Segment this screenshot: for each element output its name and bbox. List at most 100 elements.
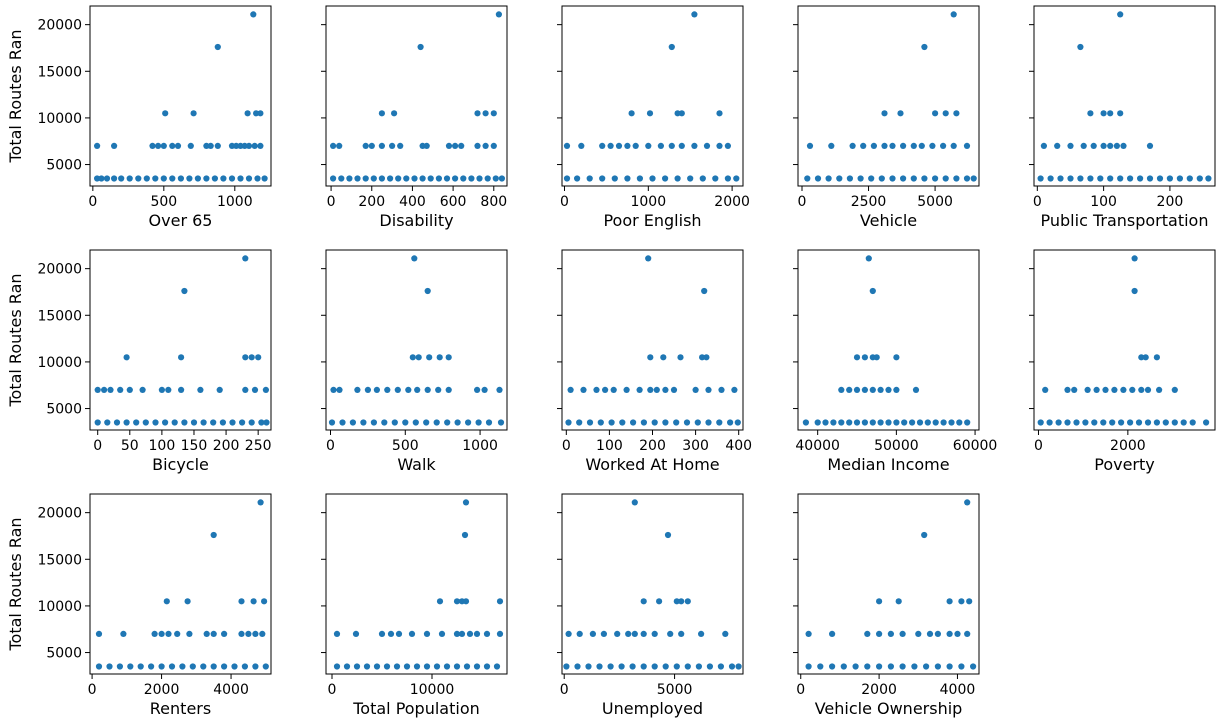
data-point xyxy=(254,175,261,182)
data-point xyxy=(814,175,822,182)
data-point xyxy=(123,354,130,361)
data-point xyxy=(1162,419,1169,426)
data-point xyxy=(239,419,246,426)
data-point xyxy=(1146,142,1154,149)
data-point xyxy=(98,175,105,182)
axes-frame xyxy=(325,249,508,431)
data-point xyxy=(915,630,922,638)
data-point xyxy=(162,110,169,117)
data-point xyxy=(733,175,740,182)
x-tick-label: 1000 xyxy=(630,194,666,210)
data-point xyxy=(178,386,185,393)
data-point xyxy=(640,663,647,670)
x-tick-label: 2500 xyxy=(851,194,887,210)
x-tick-label: 400 xyxy=(725,438,752,454)
data-point xyxy=(964,499,971,506)
data-point xyxy=(248,419,255,426)
data-point xyxy=(942,175,949,182)
data-point xyxy=(152,175,159,182)
data-point xyxy=(1067,175,1074,182)
data-point xyxy=(1166,175,1173,182)
data-point xyxy=(482,142,489,149)
data-point xyxy=(674,175,681,182)
data-point xyxy=(1107,142,1114,149)
data-point xyxy=(120,630,127,638)
data-point xyxy=(174,630,181,638)
data-point xyxy=(228,175,236,182)
y-axis-label: Total Routes Ran xyxy=(6,517,25,651)
x-tick-label: 400 xyxy=(399,194,426,210)
x-axis-label: Poverty xyxy=(1094,455,1155,474)
data-point xyxy=(490,142,497,149)
data-point xyxy=(694,419,701,426)
data-point xyxy=(1071,386,1078,393)
data-point xyxy=(695,663,703,670)
data-point xyxy=(1203,419,1210,426)
data-point xyxy=(1047,175,1054,182)
data-point xyxy=(383,663,391,670)
data-point xyxy=(1117,110,1124,117)
data-point xyxy=(683,419,691,426)
data-point xyxy=(629,663,636,670)
x-tick-label: 250 xyxy=(245,438,272,454)
data-point xyxy=(424,287,431,295)
x-tick-label: 500 xyxy=(150,194,177,210)
data-point xyxy=(692,386,699,393)
subplot-2: 0 200 400 600 800 Disability xyxy=(321,5,508,230)
data-point xyxy=(158,630,165,638)
data-point xyxy=(462,598,470,605)
data-point xyxy=(139,386,146,393)
data-point xyxy=(184,598,191,605)
x-tick-label: 500 xyxy=(392,438,419,454)
data-point xyxy=(475,419,482,426)
data-point xyxy=(343,663,351,670)
data-point xyxy=(126,175,133,182)
data-point xyxy=(934,663,942,670)
data-point xyxy=(830,419,837,426)
data-point xyxy=(485,419,493,426)
data-point xyxy=(252,663,259,670)
data-point xyxy=(474,142,481,149)
data-point xyxy=(200,419,207,426)
data-point xyxy=(221,663,228,670)
data-point xyxy=(861,386,869,393)
data-point xyxy=(631,630,638,638)
data-point xyxy=(1127,175,1134,182)
data-point xyxy=(899,630,906,638)
data-point xyxy=(181,287,188,295)
data-point xyxy=(899,663,906,670)
x-tick-label: 0 xyxy=(1033,194,1042,210)
data-point xyxy=(1064,419,1071,426)
data-point xyxy=(168,663,176,670)
data-point xyxy=(149,142,156,149)
data-point xyxy=(918,142,925,149)
data-point xyxy=(619,419,626,426)
data-point xyxy=(705,386,712,393)
data-point xyxy=(673,419,680,426)
data-point xyxy=(970,663,977,670)
data-point xyxy=(211,175,218,182)
data-point xyxy=(610,386,617,393)
data-point xyxy=(662,175,669,182)
data-point xyxy=(684,663,691,670)
data-point xyxy=(1097,175,1104,182)
axes-frame xyxy=(1033,249,1216,431)
data-point xyxy=(210,531,217,539)
data-point xyxy=(207,142,214,149)
data-point xyxy=(1107,175,1114,182)
data-point xyxy=(656,598,663,605)
data-point xyxy=(210,663,217,670)
data-point xyxy=(668,142,675,149)
data-point xyxy=(662,419,669,426)
data-point xyxy=(563,175,571,182)
data-point xyxy=(142,419,149,426)
data-point xyxy=(1073,419,1080,426)
data-point xyxy=(932,110,939,117)
data-point xyxy=(384,386,391,393)
data-point xyxy=(614,630,621,638)
data-point xyxy=(701,287,708,295)
x-tick-label: 5000 xyxy=(917,194,953,210)
data-point xyxy=(586,175,593,182)
data-point xyxy=(133,419,140,426)
data-point xyxy=(339,419,346,426)
